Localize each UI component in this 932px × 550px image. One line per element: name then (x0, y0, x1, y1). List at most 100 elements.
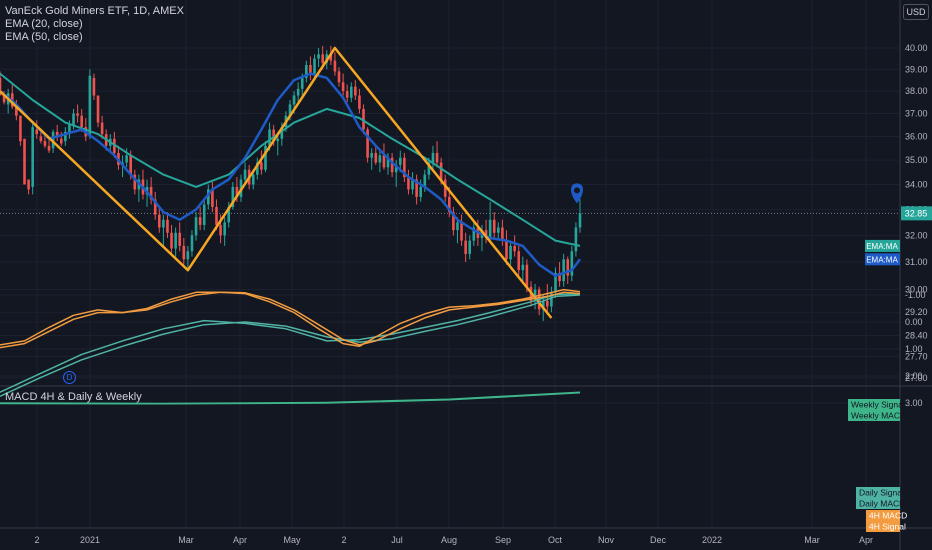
h4-macd-line (0, 288, 581, 348)
time-tick-label: Mar (804, 535, 820, 545)
candle-down (149, 186, 153, 200)
candle-up (251, 174, 255, 185)
ema50-legend[interactable]: EMA (50, close) (5, 31, 83, 43)
location-pin-dot (574, 187, 580, 194)
candle-up (550, 292, 553, 307)
macd-badge-label: Daily Signal (859, 488, 904, 498)
candle-down (366, 129, 369, 158)
price-tick-label: 40.00 (905, 43, 928, 53)
candle-up (223, 222, 226, 236)
candle-up (305, 64, 308, 78)
candle-up (276, 138, 280, 142)
candle-down (153, 199, 157, 215)
candle-up (243, 169, 247, 180)
macd-tick-label: 1.00 (905, 344, 923, 354)
macd-badge (848, 410, 900, 421)
macd-badge-label: Weekly MACD (851, 411, 906, 421)
candle-up (541, 300, 545, 310)
candle-down (513, 245, 516, 252)
candle-up (264, 145, 267, 170)
candle-up (411, 179, 414, 190)
candle-down (198, 217, 202, 225)
candle-down (517, 251, 521, 271)
candle-up (431, 152, 435, 163)
ema20-legend[interactable]: EMA (20, close) (5, 18, 83, 30)
time-tick-label: Dec (650, 535, 667, 545)
candle-up (64, 131, 67, 142)
candle-down (157, 214, 161, 228)
macd-badge (866, 521, 900, 532)
candle-up (280, 127, 284, 139)
time-tick-label: Oct (548, 535, 563, 545)
candle-down (92, 77, 96, 96)
candle-down (0, 77, 2, 96)
candle-down (439, 162, 443, 180)
candle-down (211, 189, 214, 207)
candle-up (207, 189, 210, 205)
candle-up (300, 77, 304, 89)
macd-pane-title: MACD 4H & Daily & Weekly (5, 391, 142, 403)
candle-up (521, 264, 525, 271)
candle-down (390, 157, 394, 173)
candle-up (296, 88, 300, 96)
macd-badge (856, 498, 900, 509)
candle-up (349, 86, 353, 98)
candle-up (509, 245, 512, 260)
macd-badge-label: Weekly Signal (851, 400, 905, 410)
chart-title: VanEck Gold Miners ETF, 1D, AMEX (5, 5, 184, 17)
candle-down (219, 224, 222, 236)
candle-up (31, 127, 34, 187)
candle-up (317, 54, 320, 59)
candle-down (80, 115, 83, 128)
candle-down (19, 115, 22, 142)
candle-up (574, 227, 578, 252)
candle-down (272, 129, 275, 142)
candle-down (59, 138, 63, 144)
macd-tick-label: 3.00 (905, 398, 923, 408)
time-tick-label: 2021 (80, 535, 100, 545)
dividend-marker-icon[interactable]: D (63, 371, 76, 384)
daily-macd-line (0, 292, 581, 393)
time-tick-label: 2022 (702, 535, 722, 545)
time-tick-label: Apr (233, 535, 247, 545)
candle-down (492, 219, 496, 233)
time-tick-label: Nov (598, 535, 615, 545)
candle-down (23, 138, 26, 185)
candle-down (546, 300, 549, 307)
time-tick-label: Aug (441, 535, 457, 545)
candle-down (170, 232, 173, 249)
candle-up (562, 259, 565, 282)
time-tick-label: 2 (341, 535, 346, 545)
candle-up (554, 272, 557, 293)
candle-up (419, 186, 423, 197)
macd-tick-label: 2.00 (905, 371, 923, 381)
macd-tick-label: -1.00 (905, 290, 926, 300)
candle-down (166, 219, 169, 233)
last-price-value: 32.85 (905, 208, 928, 218)
candle-down (337, 71, 341, 83)
candle-up (174, 232, 177, 249)
candle-up (378, 155, 382, 163)
candle-up (292, 95, 296, 105)
candle-up (68, 124, 71, 132)
candle-down (43, 141, 47, 146)
time-tick-label: May (283, 535, 301, 545)
candle-down (407, 177, 410, 190)
currency-badge[interactable]: USD (903, 4, 929, 20)
candle-up (386, 157, 390, 168)
candle-down (374, 152, 378, 163)
candle-up (227, 206, 231, 223)
candle-down (47, 145, 51, 151)
candle-up (186, 251, 190, 260)
candle-down (235, 186, 239, 197)
candle-up (313, 58, 316, 74)
price-tick-label: 38.00 (905, 86, 928, 96)
pattern-line (0, 46, 553, 319)
candle-down (501, 227, 504, 241)
candle-down (76, 113, 79, 116)
last-price-badge (901, 206, 932, 221)
time-tick-label: Apr (859, 535, 873, 545)
candle-down (415, 179, 418, 197)
candle-up (125, 155, 128, 163)
